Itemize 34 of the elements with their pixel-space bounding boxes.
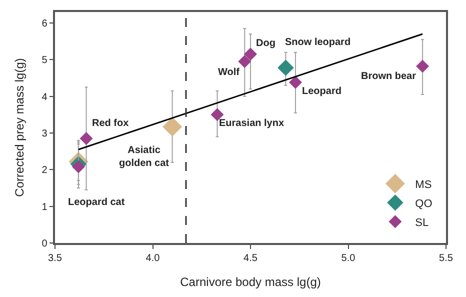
y-tick-label: 3 [42, 128, 48, 140]
point [238, 55, 252, 68]
annotation: Wolf [218, 67, 240, 78]
point [278, 60, 294, 76]
y-axis-title: Corrected prey mass lg(g) [12, 58, 26, 197]
y-tick-label: 5 [42, 55, 48, 66]
annotation: Red fox [92, 118, 130, 129]
point [72, 160, 85, 174]
point [80, 132, 93, 145]
legend-label: QO [415, 198, 433, 210]
y-tick-label: 0 [42, 238, 48, 250]
annotation: Eurasian lynx [219, 118, 284, 129]
x-tick-label: 3.5 [48, 252, 62, 264]
x-tick-label: 4.0 [146, 252, 160, 264]
y-tick-label: 2 [42, 165, 48, 176]
annotation: Asiatic golden cat [119, 145, 170, 169]
annotation: Brown bear [361, 71, 416, 82]
point [162, 117, 182, 137]
y-tick-label: 1 [42, 202, 48, 213]
point [416, 60, 430, 73]
x-tick-label: 4.5 [244, 252, 258, 264]
y-tick-label: 4 [42, 92, 48, 103]
annotation: Leopard [302, 86, 342, 97]
x-tick-label: 5.5 [439, 252, 454, 264]
point [288, 76, 302, 89]
legend-label: MS [415, 178, 432, 191]
y-tick-label: 6 [42, 18, 48, 30]
annotation: Dog [256, 38, 276, 49]
annotation: Snow leopard [285, 37, 351, 48]
annotation: Leopard cat [68, 197, 126, 208]
x-axis-title: Carnivore body mass lg(g) [180, 275, 321, 290]
x-tick-label: 5.0 [341, 252, 356, 264]
point [244, 48, 257, 61]
legend-label: SL [415, 216, 429, 229]
